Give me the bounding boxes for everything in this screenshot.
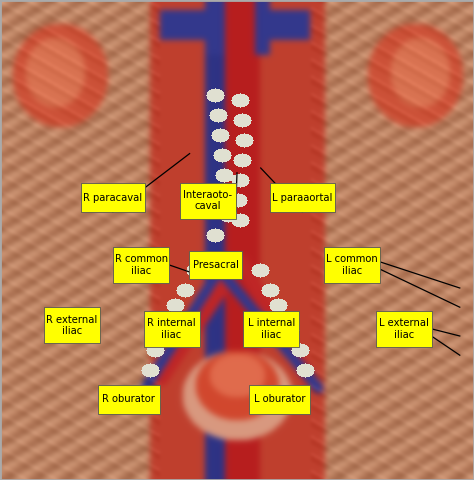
Text: L internal
iliac: L internal iliac xyxy=(247,318,295,340)
Text: L external
iliac: L external iliac xyxy=(379,318,429,340)
Text: L common
iliac: L common iliac xyxy=(326,254,378,276)
FancyBboxPatch shape xyxy=(180,183,236,219)
FancyBboxPatch shape xyxy=(98,385,160,414)
FancyBboxPatch shape xyxy=(376,311,432,347)
FancyBboxPatch shape xyxy=(243,311,299,347)
FancyBboxPatch shape xyxy=(44,307,100,344)
Text: R common
iliac: R common iliac xyxy=(115,254,168,276)
FancyBboxPatch shape xyxy=(144,311,200,347)
FancyBboxPatch shape xyxy=(249,385,310,414)
Text: L paraaortal: L paraaortal xyxy=(272,193,333,203)
Text: R internal
iliac: R internal iliac xyxy=(147,318,196,340)
FancyBboxPatch shape xyxy=(81,183,145,212)
Text: L oburator: L oburator xyxy=(254,395,305,404)
Text: R oburator: R oburator xyxy=(102,395,155,404)
FancyBboxPatch shape xyxy=(324,247,380,283)
Text: Interaoto-
caval: Interaoto- caval xyxy=(183,190,232,212)
FancyBboxPatch shape xyxy=(189,251,242,279)
FancyBboxPatch shape xyxy=(270,183,335,212)
Text: Presacral: Presacral xyxy=(193,260,238,270)
FancyBboxPatch shape xyxy=(113,247,169,283)
Text: R external
iliac: R external iliac xyxy=(46,315,98,336)
Text: R paracaval: R paracaval xyxy=(83,193,142,203)
